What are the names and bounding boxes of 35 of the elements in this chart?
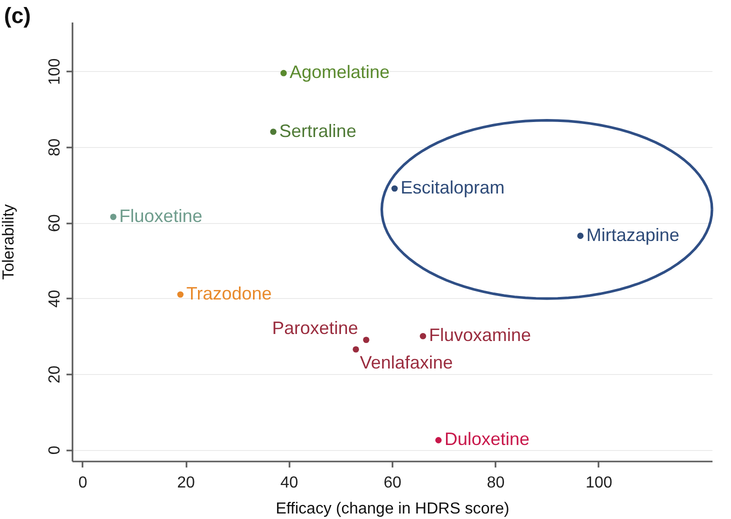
point xyxy=(177,291,184,298)
point xyxy=(280,70,287,76)
x-tick-label: 0 xyxy=(78,474,88,492)
point xyxy=(420,332,426,340)
series-label: Sertraline xyxy=(279,120,356,141)
point xyxy=(435,437,442,444)
series-label: Fluoxetine xyxy=(119,206,202,226)
x-tick-label: 20 xyxy=(177,474,196,492)
series-label: Fluvoxamine xyxy=(428,325,532,346)
x-tick-label: 40 xyxy=(280,474,298,492)
x-tick-label: 80 xyxy=(486,474,505,492)
chart-title: (c) xyxy=(4,3,31,28)
point xyxy=(577,232,584,239)
x-tick-label: 100 xyxy=(586,474,612,492)
point xyxy=(270,128,276,135)
x-tick-label: 60 xyxy=(384,474,402,492)
point xyxy=(391,185,398,192)
y-axis-title: Tolerability xyxy=(0,204,18,280)
point xyxy=(110,214,116,220)
series-label: Paroxetine xyxy=(272,318,358,338)
series-label: Trazodone xyxy=(186,283,272,304)
y-tick-label: 20 xyxy=(46,365,64,384)
point xyxy=(352,346,360,353)
y-tick-label: 60 xyxy=(46,214,64,232)
series-label: Mirtazapine xyxy=(586,224,680,245)
series-label: Escitalopram xyxy=(400,178,505,198)
y-tick-label: 80 xyxy=(46,138,64,156)
y-tick-label: 100 xyxy=(46,58,64,86)
series-label: Agomelatine xyxy=(290,62,390,82)
series-label: Duloxetine xyxy=(444,429,530,450)
y-tick-label: 0 xyxy=(46,446,64,455)
point xyxy=(363,336,370,344)
series-label: Venlafaxine xyxy=(360,352,453,372)
y-tick-label: 40 xyxy=(46,290,64,308)
x-axis-title: Efficacy (change in HDRS score) xyxy=(276,500,510,518)
